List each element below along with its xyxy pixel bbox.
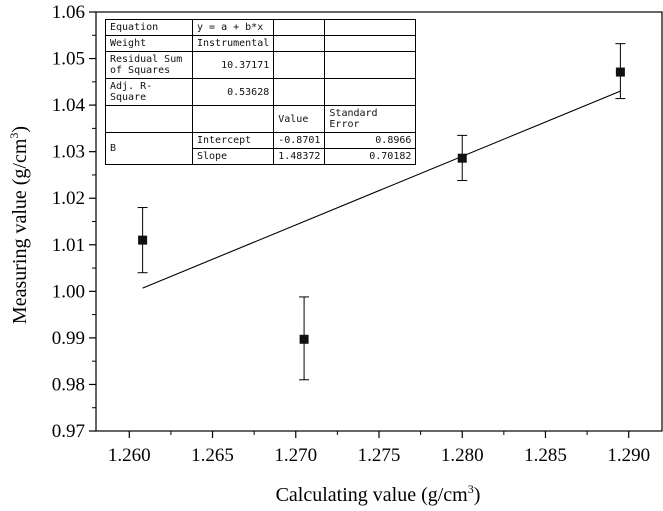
linear-fit-line <box>142 90 621 289</box>
y-tick-label: 1.03 <box>52 142 85 163</box>
value-header: Value <box>273 105 326 133</box>
fit-line-layer <box>142 90 621 289</box>
table-row: Residual Sum of Squares 10.37171 <box>105 51 417 79</box>
y-tick-label: 1.05 <box>52 49 85 70</box>
empty-cell <box>273 78 326 106</box>
adj-r-square-label: Adj. R-Square <box>105 78 193 106</box>
y-tick-label: 1.04 <box>52 95 86 116</box>
table-row: Adj. R-Square 0.53628 <box>105 78 417 106</box>
empty-cell <box>273 35 326 52</box>
rss-label-line1: Residual Sum <box>110 54 183 65</box>
slope-error: 0.70182 <box>324 148 417 165</box>
group-label: B <box>105 132 193 165</box>
intercept-label: Intercept <box>191 132 275 149</box>
slope-label: Slope <box>191 148 275 165</box>
y-tick-label: 0.97 <box>52 421 85 442</box>
x-tick-label: 1.270 <box>274 445 317 466</box>
y-axis-title: Measuring value (g/cm3) <box>7 126 31 324</box>
weight-label: Weight <box>105 35 193 52</box>
intercept-error: 0.8966 <box>324 132 417 149</box>
rss-label-line2: of Squares <box>110 65 171 76</box>
table-row: Slope 1.48372 0.70182 <box>106 148 417 165</box>
data-point <box>137 207 148 274</box>
empty-cell <box>273 51 326 79</box>
equation-value: y = a + b*x <box>191 19 275 36</box>
standard-error-header: Standard Error <box>324 105 417 133</box>
x-tick-label: 1.285 <box>524 445 567 466</box>
adj-r-square-value: 0.53628 <box>191 78 275 106</box>
empty-cell <box>105 105 193 133</box>
square-marker <box>299 334 309 344</box>
empty-cell <box>324 51 417 79</box>
rss-label: Residual Sum of Squares <box>105 51 193 79</box>
table-row: Value Standard Error <box>105 105 417 133</box>
slope-value: 1.48372 <box>273 148 326 165</box>
y-tick-label: 1.02 <box>52 188 85 209</box>
y-tick-label: 0.98 <box>52 374 85 395</box>
data-point <box>457 134 468 182</box>
table-row: B Intercept -0.8701 0.8966 <box>105 132 417 165</box>
square-marker <box>615 67 625 77</box>
fit-statistics-table: Equation y = a + b*x Weight Instrumental… <box>105 19 417 165</box>
y-tick-label: 1.06 <box>52 2 85 23</box>
equation-label: Equation <box>105 19 193 36</box>
x-tick-label: 1.290 <box>607 445 650 466</box>
y-axis-ticks: 0.97 0.98 0.99 1.00 1.01 1.02 1.03 1.04 1.05 1.06 <box>52 2 96 442</box>
rss-value: 10.37171 <box>191 51 275 79</box>
weight-value: Instrumental <box>191 35 275 52</box>
empty-cell <box>191 105 275 133</box>
data-point <box>299 296 310 381</box>
table-row: Equation y = a + b*x <box>105 19 417 36</box>
table-row: Weight Instrumental <box>105 35 417 52</box>
x-tick-label: 1.275 <box>358 445 401 466</box>
intercept-value: -0.8701 <box>273 132 326 149</box>
x-tick-label: 1.265 <box>191 445 234 466</box>
square-marker <box>138 235 148 245</box>
empty-cell <box>324 78 417 106</box>
y-tick-label: 0.99 <box>52 328 85 349</box>
y-tick-label: 1.01 <box>52 235 85 256</box>
empty-cell <box>273 19 326 36</box>
y-tick-label: 1.00 <box>52 281 85 302</box>
data-point <box>615 43 626 100</box>
empty-cell <box>324 35 417 52</box>
square-marker <box>457 153 467 163</box>
data-points-layer <box>137 43 626 381</box>
x-tick-label: 1.280 <box>441 445 484 466</box>
empty-cell <box>324 19 417 36</box>
x-axis-ticks: 1.260 1.265 1.270 1.275 1.280 1.285 1.290 <box>108 431 650 466</box>
x-axis-title: Calculating value (g/cm3) <box>276 482 481 506</box>
x-tick-label: 1.260 <box>108 445 151 466</box>
